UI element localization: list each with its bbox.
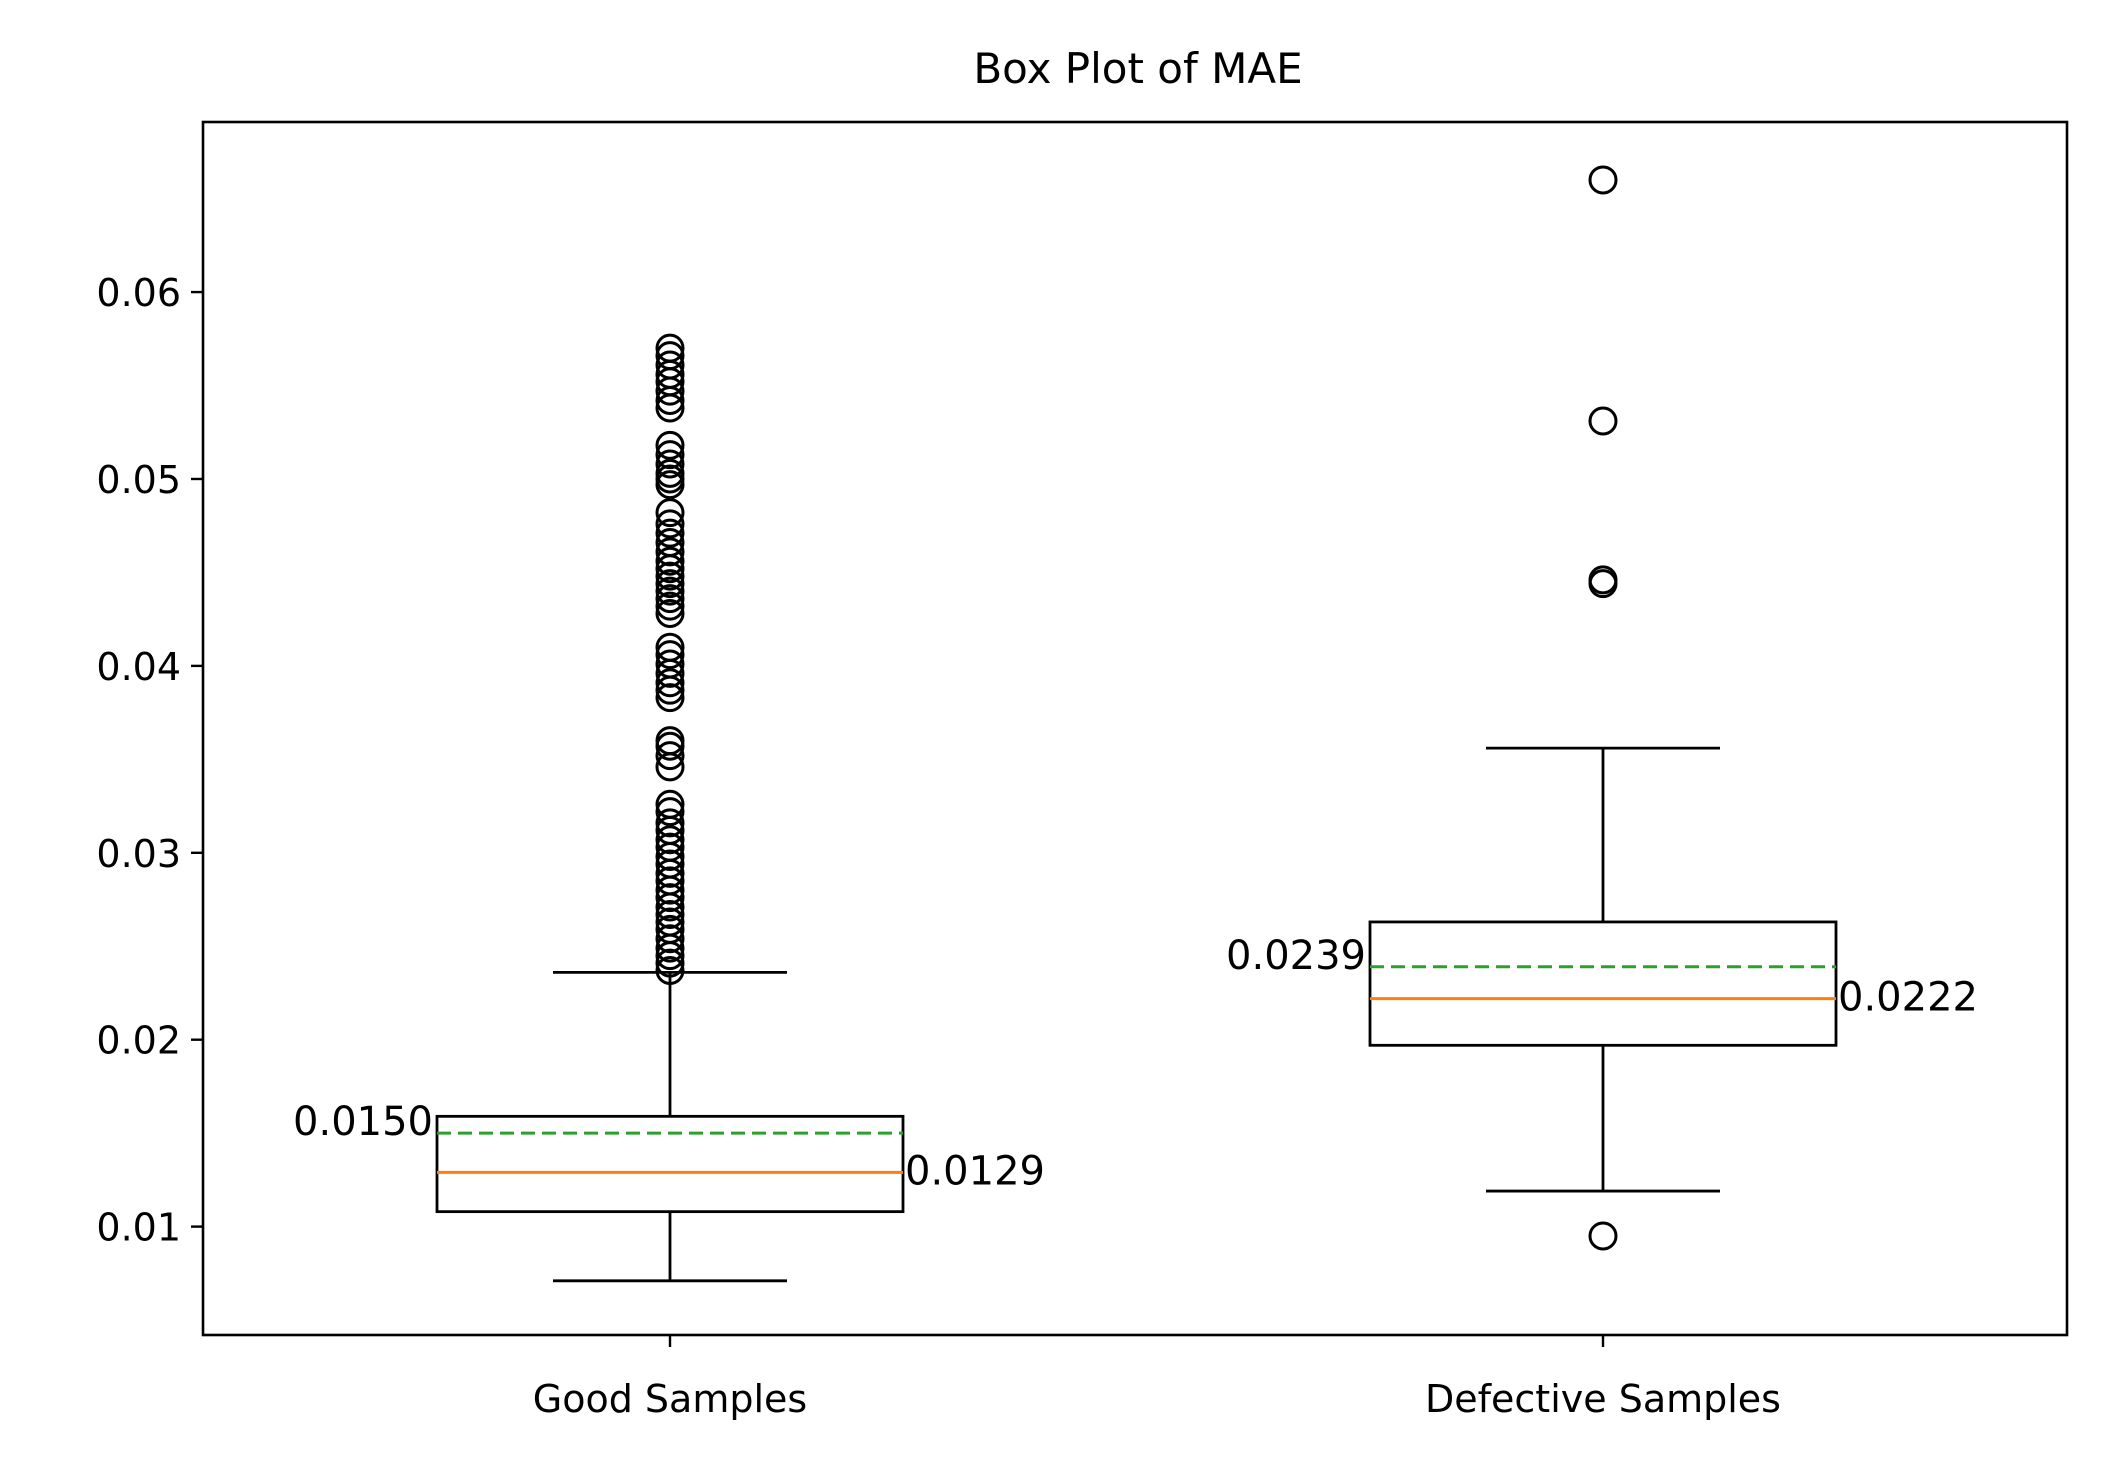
outlier-point [655,632,685,662]
outlier-point [655,726,685,756]
outlier-point [655,914,685,944]
x-tick-label: Good Samples [533,1377,807,1421]
x-tick-label: Defective Samples [1425,1377,1781,1421]
outlier-point [655,789,685,819]
outlier-point [655,797,685,827]
outlier-point [655,498,685,528]
median-value-label: 0.0129 [905,1148,1045,1194]
median-value-label: 0.0222 [1838,975,1978,1021]
outlier-point [655,599,685,629]
outlier-point [655,333,685,363]
outlier-point [1588,165,1618,195]
outlier-point [655,528,685,558]
outlier-point [655,569,685,599]
y-tick-label: 0.06 [96,271,181,315]
outlier-point [655,741,685,771]
outlier-point [655,430,685,460]
outlier-point [655,350,685,380]
mean-value-label: 0.0150 [293,1099,433,1145]
outlier-point [655,825,685,855]
outlier-point [655,956,685,986]
outlier-point [655,518,685,548]
outlier-point [655,509,685,539]
outlier-point [655,449,685,479]
outlier-point [655,948,685,978]
outlier-point [655,866,685,896]
outlier-point [655,683,685,713]
outlier-point [655,537,685,567]
box-group: 0.0150 0.0129 [293,333,1045,1283]
iqr-box [1368,920,1838,1047]
outlier-point [655,591,685,621]
y-tick-label: 0.02 [96,1019,181,1063]
outlier-point [655,924,685,954]
outlier-point [655,561,685,591]
outlier-point [655,899,685,929]
mean-value-label: 0.0239 [1226,933,1366,979]
outlier-point [655,907,685,937]
outlier-point [655,668,685,698]
outlier-point [655,458,685,488]
y-tick-label: 0.04 [96,645,181,689]
outlier-point [655,576,685,606]
outlier-point [655,341,685,371]
outlier-point [655,832,685,862]
y-tick-label: 0.05 [96,458,181,502]
y-axis: 0.01 0.02 0.03 0.04 0.05 0.06 [96,271,203,1250]
y-tick-label: 0.03 [96,832,181,876]
outlier-point [655,584,685,614]
outlier-point [655,808,685,838]
x-axis: Good Samples Defective Samples [533,1335,1781,1421]
outlier-point [655,849,685,879]
box-group: 0.0239 0.0222 [1226,165,1978,1251]
box-series: 0.0150 0.0129 0.0239 0.0222 [293,165,1978,1283]
outlier-point [1588,1221,1618,1251]
outlier-point [655,640,685,670]
outlier-point [655,440,685,470]
outlier-point [655,546,685,576]
chart-title: Box Plot of MAE [973,44,1302,93]
iqr-box [435,1114,905,1214]
outlier-point [655,649,685,679]
y-tick-label: 0.01 [96,1206,181,1250]
plot-area-frame [201,120,2069,1337]
outlier-point [1588,406,1618,436]
outlier-point [1588,565,1618,595]
outlier-point [655,883,685,913]
